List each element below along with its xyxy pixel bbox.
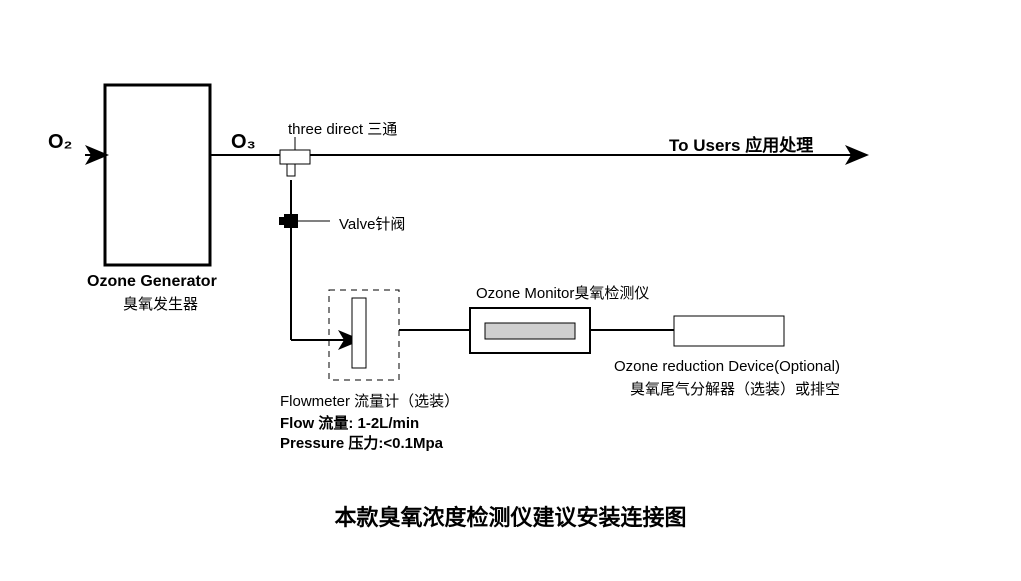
pressure-spec-label: Pressure 压力:<0.1Mpa [280, 432, 443, 453]
three-direct-label: three direct 三通 [288, 118, 397, 139]
monitor-display [485, 323, 575, 339]
to-users-label: To Users 应用处理 [669, 131, 813, 156]
caption: 本款臭氧浓度检测仪建议安装连接图 [0, 500, 1021, 532]
valve-label: Valve针阀 [339, 213, 405, 234]
reduction-en-label: Ozone reduction Device(Optional) [614, 358, 840, 375]
flow-spec-label: Flow 流量: 1-2L/min [280, 412, 419, 433]
valve-body [284, 214, 298, 228]
flowmeter-tube [352, 298, 366, 368]
o3-label: O₃ [231, 131, 256, 154]
valve-handle [279, 217, 284, 225]
generator-cn-label: 臭氧发生器 [123, 293, 198, 314]
three-direct-fitting [280, 150, 310, 164]
generator-en-label: Ozone Generator [87, 273, 217, 291]
generator-box [105, 85, 210, 265]
reduction-cn-label: 臭氧尾气分解器（选装）或排空 [630, 378, 840, 399]
three-direct-stem [287, 164, 295, 176]
monitor-label: Ozone Monitor臭氧检测仪 [476, 282, 649, 303]
o2-label: O₂ [48, 131, 72, 154]
reduction-box [674, 316, 784, 346]
flowmeter-label: Flowmeter 流量计（选装） [280, 390, 459, 411]
